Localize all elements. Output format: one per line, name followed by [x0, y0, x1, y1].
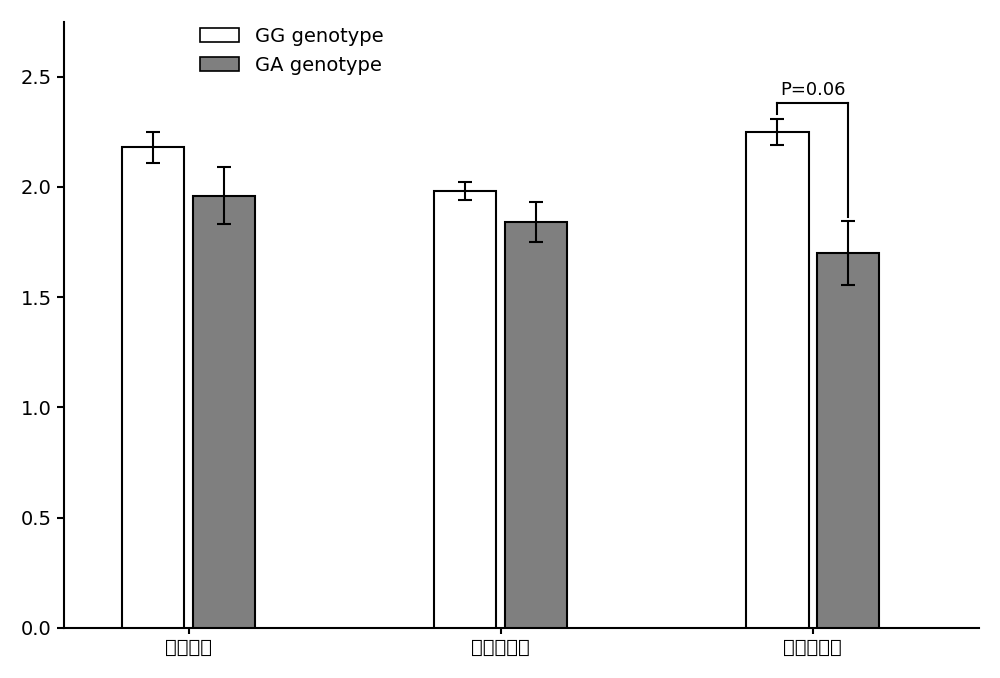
Bar [505, 222, 567, 628]
Bar [122, 147, 184, 628]
Legend: GG genotype, GA genotype: GG genotype, GA genotype [192, 19, 391, 83]
Bar [434, 191, 496, 628]
Bar [817, 253, 879, 628]
Text: P=0.06: P=0.06 [780, 81, 845, 99]
Bar [746, 132, 809, 628]
Bar [193, 196, 255, 628]
